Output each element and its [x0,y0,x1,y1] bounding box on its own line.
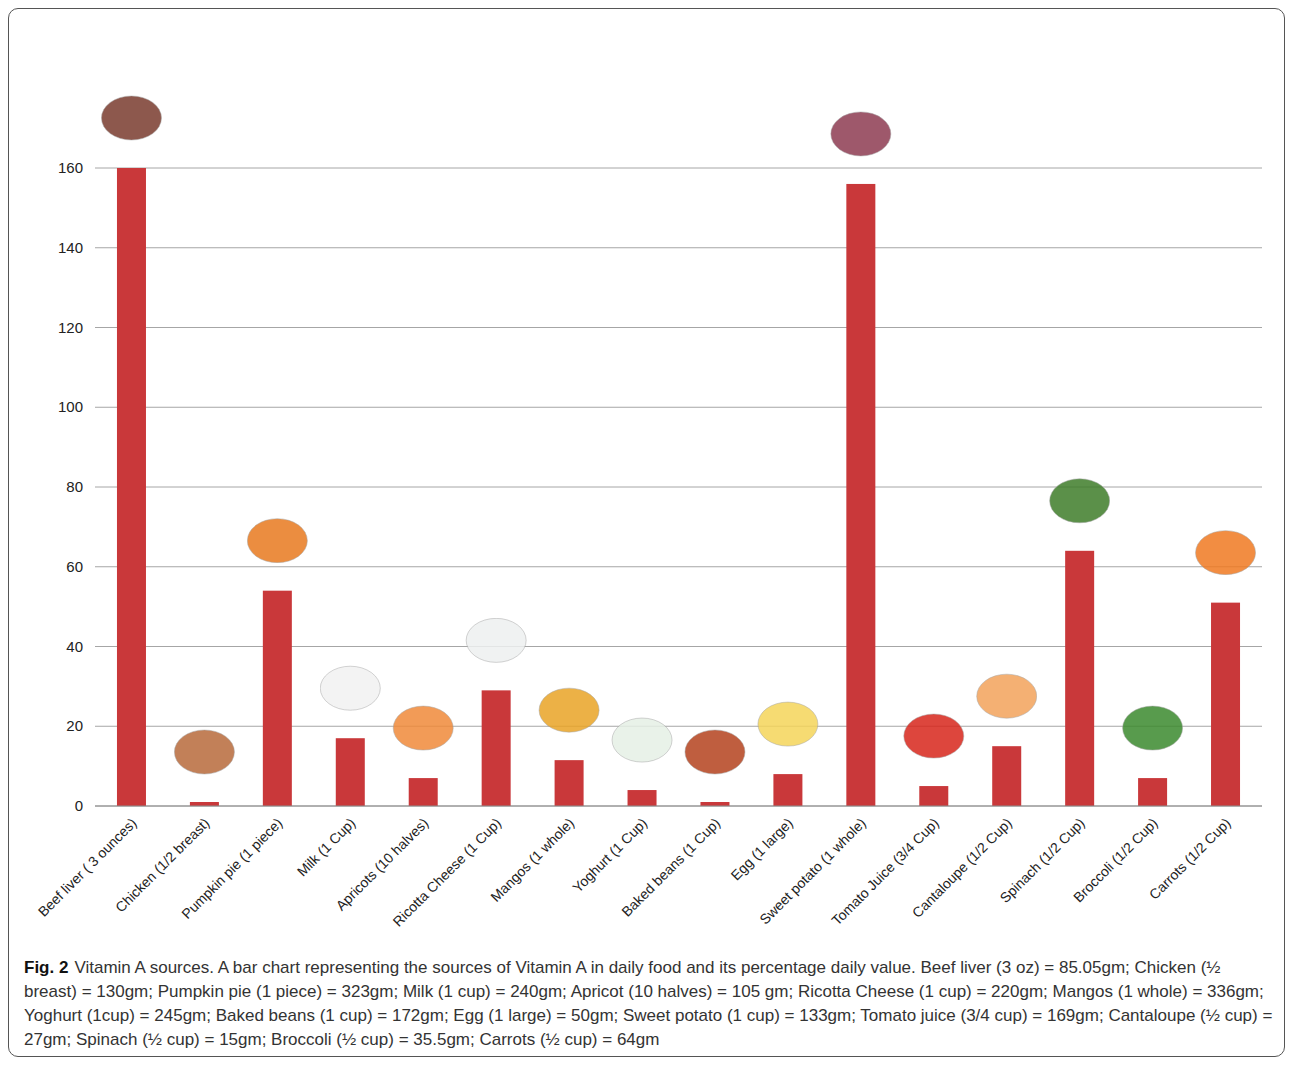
y-tick-label: 40 [66,638,83,655]
food-icon [758,702,818,746]
bar [409,778,438,806]
x-tick-label: Pumpkin pie (1 piece) [178,815,285,922]
x-axis [95,806,1262,807]
y-tick-label: 60 [66,558,83,575]
bar [700,802,729,806]
food-icon [977,674,1037,718]
y-tick-label: 80 [66,478,83,495]
bar [1211,603,1240,806]
bar [846,184,875,806]
food-icon [904,714,964,758]
x-tick-label: Yoghurt (1 Cup) [569,815,650,896]
x-tick-label: Carrots (1/2 Cup) [1146,815,1234,903]
food-icon [320,666,380,710]
food-icon [393,706,453,750]
grid-line [95,806,1262,807]
x-tick-label: Milk (1 Cup) [294,815,359,880]
caption-text: Vitamin A sources. A bar chart represent… [24,958,1272,1049]
food-icon [1123,706,1183,750]
bar [263,591,292,806]
food-icon [831,112,891,156]
bar [190,802,219,806]
food-icon [174,730,234,774]
y-tick-label: 120 [58,319,83,336]
x-tick-label: Cantaloupe (1/2 Cup) [909,815,1015,921]
caption: Fig. 2Vitamin A sources. A bar chart rep… [24,956,1274,1052]
bar [628,790,657,806]
y-tick-label: 0 [75,797,83,814]
food-icon [685,730,745,774]
food-icon [612,718,672,762]
bar [117,168,146,806]
caption-label: Fig. 2 [24,958,68,977]
chart: 020406080100120140160Beef liver ( 3 ounc… [0,0,1295,950]
grid-line [95,168,1262,169]
food-icon [1196,531,1256,575]
bar [1065,551,1094,806]
bar [919,786,948,806]
bar [482,690,511,806]
food-icon [466,618,526,662]
bar [992,746,1021,806]
food-icon [101,96,161,140]
y-tick-label: 100 [58,398,83,415]
bar [773,774,802,806]
bar [336,738,365,806]
x-tick-label: Egg (1 large) [727,815,796,884]
y-tick-label: 140 [58,239,83,256]
x-tick-label: Ricotta Cheese (1 Cup) [390,815,505,930]
x-tick-label: Mangos (1 whole) [487,815,577,905]
y-tick-label: 160 [58,159,83,176]
grid-line [95,407,1262,408]
grid-line [95,247,1262,248]
bar [1138,778,1167,806]
y-tick-label: 20 [66,717,83,734]
food-icon [539,688,599,732]
food-icon [247,519,307,563]
bar [555,760,584,806]
x-tick-label: Baked beans (1 Cup) [618,815,723,920]
grid-line [95,327,1262,328]
food-icon [1050,479,1110,523]
